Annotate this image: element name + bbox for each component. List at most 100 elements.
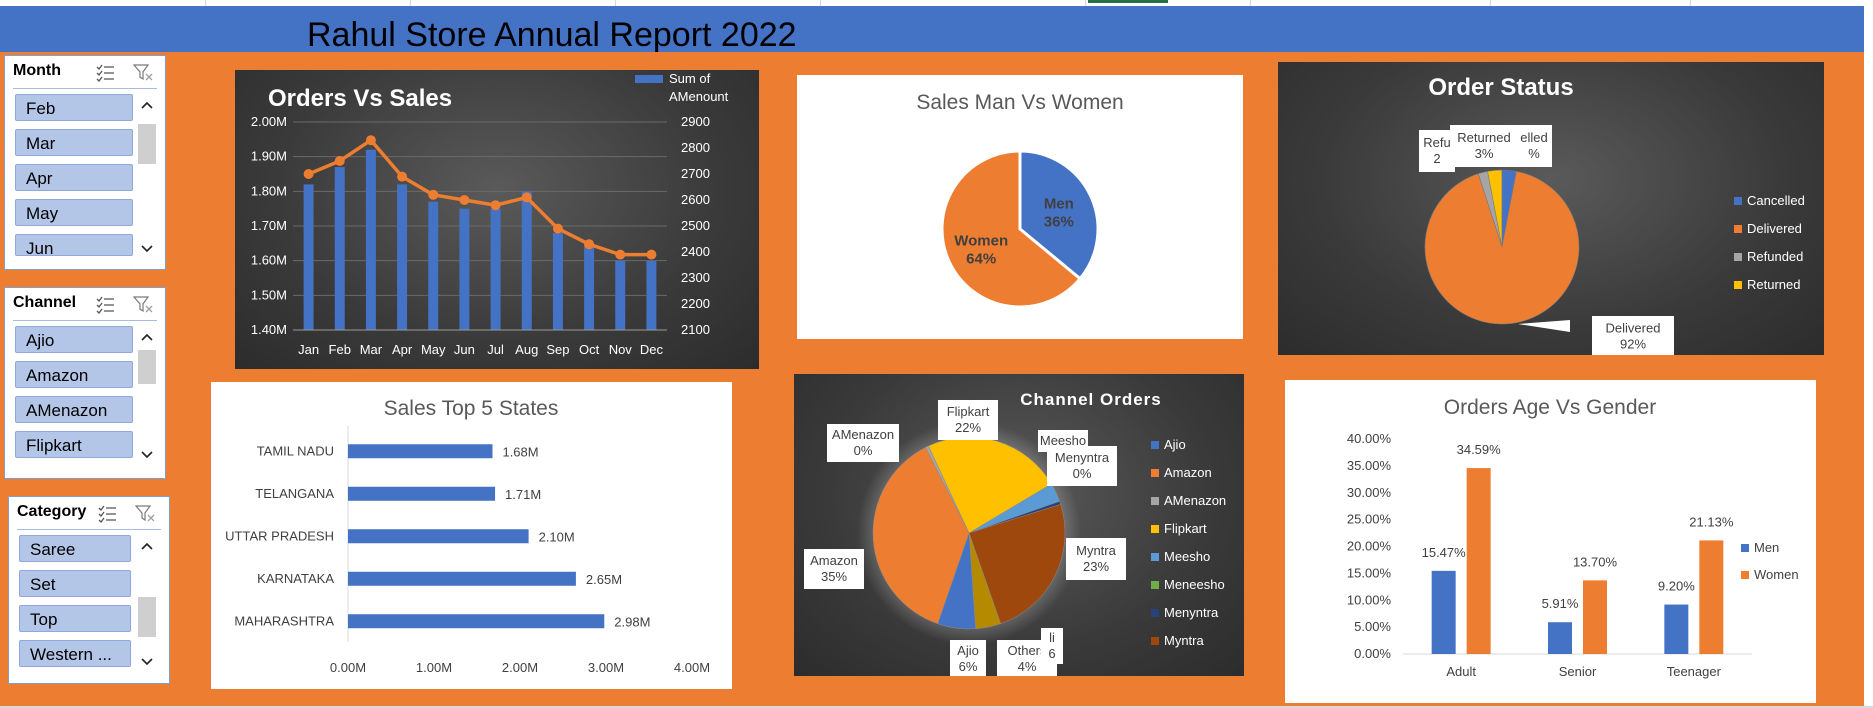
- y-right-tick-label: 2400: [681, 244, 710, 259]
- slicer-item-feb[interactable]: Feb: [15, 94, 133, 121]
- sales-men-women-chart[interactable]: Sales Man Vs Women Men 36% Women 64%: [797, 75, 1243, 339]
- callout-box: [1041, 628, 1063, 664]
- x-tick-label: 0.00M: [330, 660, 366, 675]
- callout-text: Ajio: [957, 643, 979, 658]
- sales-top-states-chart[interactable]: Sales Top 5 States TAMIL NADU 1.68M TELANG…: [211, 382, 732, 689]
- legend-swatch: [1741, 571, 1749, 579]
- multi-select-icon[interactable]: [95, 64, 115, 82]
- bar-jul: [490, 208, 501, 330]
- slicer-scrollbar[interactable]: [137, 326, 157, 468]
- sales-top-states-svg: Sales Top 5 States TAMIL NADU 1.68M TELANG…: [225, 397, 710, 675]
- bar-telangana: [348, 486, 496, 501]
- scroll-down-icon: [141, 451, 153, 459]
- channel-orders-svg: Channel Orders AMenazon0%Flipkart22%Mees…: [804, 390, 1226, 676]
- slicer-scrollbar[interactable]: [137, 535, 157, 675]
- bar-karnataka: [348, 571, 576, 586]
- callout-text: 22%: [955, 420, 981, 435]
- callout-box: [1066, 538, 1126, 580]
- callout-box: [804, 549, 864, 589]
- slicer-item-apr[interactable]: Apr: [15, 164, 133, 191]
- y-right-tick-label: 2800: [681, 140, 710, 155]
- report-title: Rahul Store Annual Report 2022: [307, 16, 797, 54]
- legend-swatch: [1151, 441, 1159, 449]
- bar-value-label: 1.71M: [505, 487, 541, 502]
- clear-filter-icon[interactable]: [133, 296, 153, 314]
- legend-swatch: [1151, 581, 1159, 589]
- multi-select-icon[interactable]: [95, 296, 115, 314]
- callout-text: 0%: [1073, 466, 1092, 481]
- slicer-item-mar[interactable]: Mar: [15, 129, 133, 156]
- callout-box: [950, 640, 986, 676]
- slicer-item-ajio[interactable]: Ajio: [15, 326, 133, 353]
- callout-text: Delivered: [1606, 321, 1661, 336]
- legend-swatch: [1734, 197, 1742, 205]
- column-gridline: [1490, 0, 1491, 6]
- callout-text: li: [1049, 630, 1055, 645]
- slicer-item-saree[interactable]: Saree: [19, 535, 131, 562]
- x-tick-label: Oct: [579, 342, 600, 357]
- slicer-scrollbar[interactable]: [137, 94, 157, 262]
- callout-text: 3%: [1475, 146, 1494, 161]
- x-tick-label: Adult: [1446, 664, 1476, 679]
- chart-title: Sales Man Vs Women: [916, 91, 1123, 114]
- callout-text: 4%: [1018, 659, 1037, 674]
- order-status-chart[interactable]: Order Status Refu 2 Returned 3% elled% Delive…: [1278, 62, 1824, 355]
- category-label: TELANGANA: [255, 486, 334, 501]
- y-tick-label: 10.00%: [1347, 592, 1392, 607]
- y-tick-label: 15.00%: [1347, 565, 1392, 580]
- legend-label: Amazon: [1164, 465, 1212, 480]
- slicer-item-top[interactable]: Top: [19, 605, 131, 632]
- chart-title: Channel Orders: [1020, 390, 1162, 409]
- clear-filter-icon[interactable]: [133, 64, 153, 82]
- multi-select-icon[interactable]: [97, 505, 117, 523]
- slicer-item-jun[interactable]: Jun: [15, 234, 133, 256]
- callout-text: Myntra: [1076, 543, 1117, 558]
- slicer-item-western[interactable]: Western ...: [19, 640, 131, 667]
- slicer-item-flipkart[interactable]: Flipkart: [15, 431, 133, 458]
- x-tick-label: Dec: [640, 342, 664, 357]
- sheet-bottom-edge: [0, 706, 1873, 708]
- legend-swatch: [1151, 553, 1159, 561]
- channel-slicer[interactable]: Channel Ajio Amazon AMenazon Flipkart: [4, 287, 166, 479]
- slicer-item-amenazon[interactable]: AMenazon: [15, 396, 133, 423]
- callout-box: [938, 400, 998, 440]
- callout-li: li6: [1041, 628, 1063, 664]
- y-right-tick-label: 2200: [681, 296, 710, 311]
- slicer-item-amazon[interactable]: Amazon: [15, 361, 133, 388]
- callout-cancelled: elled%: [1516, 125, 1552, 167]
- orders-vs-sales-chart[interactable]: Orders Vs Sales Sum of AMenount 1.40M 1.5…: [235, 70, 759, 369]
- callout-text: Refu: [1423, 135, 1450, 150]
- scroll-up-icon: [141, 333, 153, 341]
- column-gridline: [820, 0, 821, 6]
- x-tick-label: 3.00M: [588, 660, 624, 675]
- x-tick-label: 1.00M: [416, 660, 452, 675]
- legend-label: Menyntra: [1164, 605, 1219, 620]
- bar-value-label: 5.91%: [1542, 596, 1579, 611]
- line-point-feb: [334, 156, 345, 166]
- slicer-item-set[interactable]: Set: [19, 570, 131, 597]
- category-label: MAHARASHTRA: [234, 613, 334, 628]
- callout-text: Returned: [1457, 130, 1510, 145]
- orders-age-gender-chart[interactable]: Orders Age Vs Gender 0.00% 5.00% 10.00% 15.…: [1285, 380, 1816, 703]
- slicer-item-may[interactable]: May: [15, 199, 133, 226]
- bar-value-label: 2.10M: [539, 529, 575, 544]
- bar-dec: [646, 260, 657, 330]
- month-slicer[interactable]: Month Feb Mar Apr May Jun: [4, 55, 166, 270]
- category-slicer[interactable]: Category Saree Set Top Western ...: [8, 496, 170, 684]
- bar-tamil-nadu: [348, 444, 493, 459]
- callout-text: Amazon: [810, 553, 858, 568]
- title-banner: Rahul Store Annual Report 2022: [0, 6, 1864, 54]
- channel-orders-chart[interactable]: Channel Orders AMenazon 0% Flipkart 22% Mees…: [794, 374, 1244, 676]
- slicer-title: Category: [17, 503, 87, 520]
- legend-label: Sum of: [669, 71, 711, 86]
- callout-box: [1516, 125, 1552, 167]
- pie-slice-myntra: [968, 504, 1066, 624]
- legend-swatch: [1741, 544, 1749, 552]
- clear-filter-icon[interactable]: [135, 505, 155, 523]
- x-tick-label: Aug: [515, 342, 538, 357]
- callout-text: 0%: [854, 443, 873, 458]
- x-tick-label: Nov: [609, 342, 633, 357]
